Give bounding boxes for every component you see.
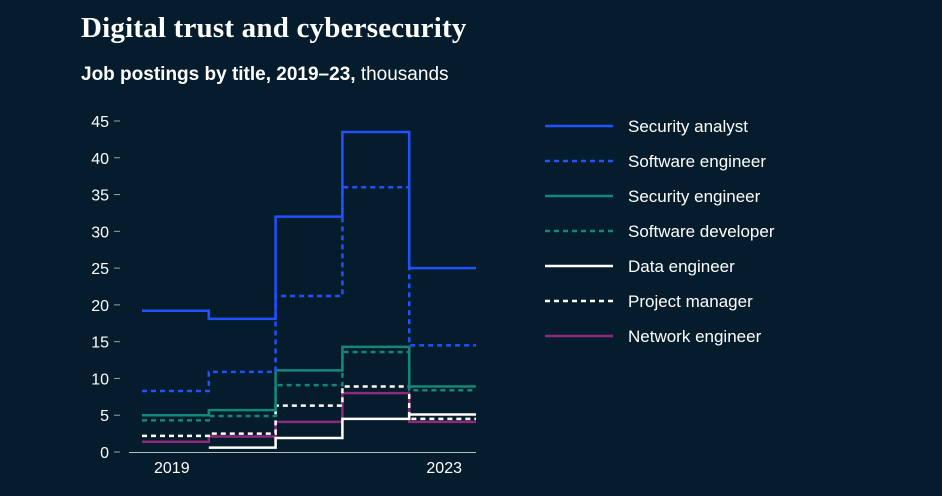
legend-label-security-engineer: Security engineer xyxy=(628,187,761,206)
series-line-network-engineer xyxy=(142,391,476,443)
y-tick-label-40: 40 xyxy=(91,151,109,168)
chart-subtitle: Job postings by title, 2019–23, thousand… xyxy=(81,64,449,86)
legend-label-network-engineer: Network engineer xyxy=(628,327,762,346)
legend-label-software-engineer: Software engineer xyxy=(628,152,766,171)
legend-label-project-manager: Project manager xyxy=(628,292,753,311)
y-tick-label-25: 25 xyxy=(91,261,109,278)
series-line-security-analyst xyxy=(142,130,476,321)
y-tick-label-0: 0 xyxy=(100,445,109,462)
y-tick-label-10: 10 xyxy=(91,371,109,388)
legend-label-software-developer: Software developer xyxy=(628,222,775,241)
y-tick-label-15: 15 xyxy=(91,335,109,352)
x-tick-label-last: 2023 xyxy=(426,460,462,477)
y-tick-label-45: 45 xyxy=(91,114,109,131)
chart-title: Digital trust and cybersecurity xyxy=(81,12,467,44)
legend-label-security-analyst: Security analyst xyxy=(628,117,748,136)
y-tick-label-5: 5 xyxy=(100,408,109,425)
legend-label-data-engineer: Data engineer xyxy=(628,257,735,276)
chart-subtitle-unit: thousands xyxy=(360,64,449,85)
series-line-data-engineer xyxy=(208,413,476,449)
x-tick-label-first: 2019 xyxy=(154,460,190,477)
y-tick-label-30: 30 xyxy=(91,224,109,241)
chart-subtitle-main: Job postings by title, 2019–23, xyxy=(81,64,356,85)
y-tick-label-35: 35 xyxy=(91,188,109,205)
series-line-security-engineer xyxy=(142,345,476,417)
series-line-project-manager xyxy=(142,385,476,438)
y-tick-label-20: 20 xyxy=(91,298,109,315)
